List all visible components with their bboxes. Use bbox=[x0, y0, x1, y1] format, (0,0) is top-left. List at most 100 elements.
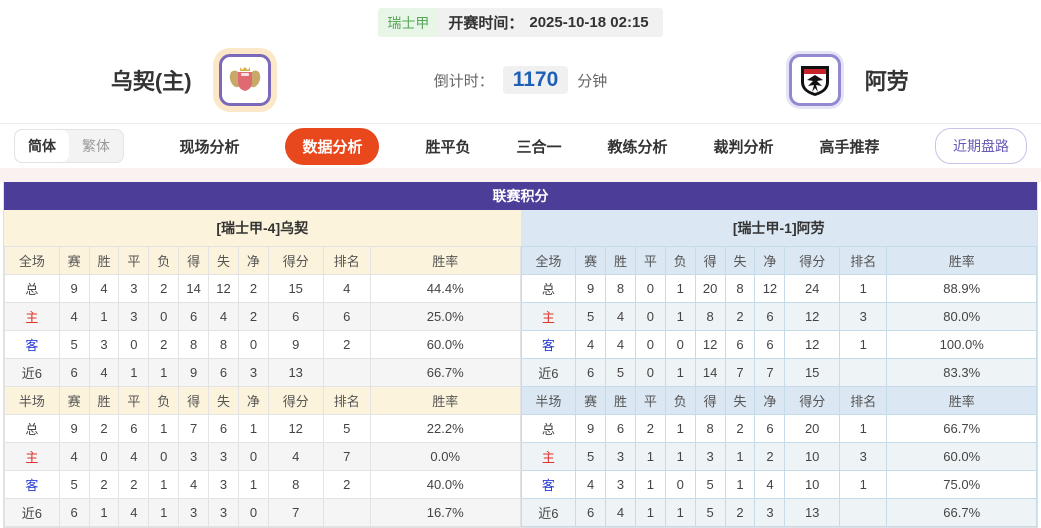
stat-cell: 1 bbox=[665, 415, 695, 443]
stat-cell: 0 bbox=[149, 303, 179, 331]
stat-cell: 5 bbox=[695, 499, 725, 527]
lang-simplified[interactable]: 简体 bbox=[15, 130, 69, 162]
row-label: 客 bbox=[5, 331, 60, 359]
stat-cell: 3 bbox=[119, 275, 149, 303]
league-points-section: 联赛积分 [瑞士甲-4]乌契 [瑞士甲-1]阿劳 全场赛胜平负得失净得分排名胜率… bbox=[3, 182, 1038, 528]
column-header: 净 bbox=[238, 387, 268, 415]
recent-trends-button[interactable]: 近期盘路 bbox=[935, 128, 1027, 164]
stat-cell: 1 bbox=[238, 415, 268, 443]
column-header: 负 bbox=[149, 247, 179, 275]
column-header: 赛 bbox=[59, 247, 89, 275]
language-toggle[interactable]: 简体 繁体 bbox=[14, 129, 124, 163]
stat-cell: 3 bbox=[695, 443, 725, 471]
column-header: 净 bbox=[755, 387, 785, 415]
stat-cell: 3 bbox=[755, 499, 785, 527]
stat-cell: 2 bbox=[89, 415, 119, 443]
stat-cell: 12 bbox=[785, 303, 840, 331]
stat-cell: 4 bbox=[209, 303, 239, 331]
stat-cell: 20 bbox=[695, 275, 725, 303]
stat-cell: 2 bbox=[238, 275, 268, 303]
stat-cell: 7 bbox=[268, 499, 323, 527]
column-header: 半场 bbox=[5, 387, 60, 415]
column-header: 平 bbox=[635, 247, 665, 275]
column-header: 负 bbox=[665, 387, 695, 415]
stat-cell: 1 bbox=[635, 471, 665, 499]
stat-cell: 2 bbox=[149, 331, 179, 359]
stat-cell: 4 bbox=[755, 471, 785, 499]
tab-expert-picks[interactable]: 高手推荐 bbox=[820, 136, 880, 157]
lang-traditional[interactable]: 繁体 bbox=[69, 130, 123, 162]
nav-links: 现场分析 数据分析 胜平负 三合一 教练分析 裁判分析 高手推荐 bbox=[124, 128, 935, 165]
row-label: 总 bbox=[521, 415, 576, 443]
stat-cell: 1 bbox=[840, 275, 887, 303]
tab-referee-analysis[interactable]: 裁判分析 bbox=[714, 136, 774, 157]
stat-cell: 3 bbox=[209, 471, 239, 499]
column-header: 失 bbox=[725, 247, 755, 275]
stat-cell: 0 bbox=[665, 331, 695, 359]
column-header: 胜 bbox=[89, 247, 119, 275]
stat-cell: 3 bbox=[606, 443, 636, 471]
row-label: 客 bbox=[521, 331, 576, 359]
stat-cell: 12 bbox=[695, 331, 725, 359]
column-header: 失 bbox=[209, 387, 239, 415]
stat-cell: 7 bbox=[323, 443, 370, 471]
stat-cell: 15 bbox=[268, 275, 323, 303]
column-header: 平 bbox=[119, 387, 149, 415]
tab-data-analysis[interactable]: 数据分析 bbox=[285, 128, 379, 165]
tab-win-draw-loss[interactable]: 胜平负 bbox=[425, 136, 470, 157]
tab-live-analysis[interactable]: 现场分析 bbox=[179, 136, 239, 157]
tab-coach-analysis[interactable]: 教练分析 bbox=[608, 136, 668, 157]
row-label: 总 bbox=[5, 415, 60, 443]
stat-cell: 1 bbox=[635, 443, 665, 471]
away-team-block: 阿劳 bbox=[651, 48, 1041, 112]
stat-cell: 1 bbox=[635, 499, 665, 527]
stat-cell: 6 bbox=[59, 359, 89, 387]
column-header: 赛 bbox=[576, 247, 606, 275]
countdown-unit: 分钟 bbox=[577, 70, 607, 91]
stat-cell: 1 bbox=[725, 471, 755, 499]
stat-cell: 5 bbox=[576, 443, 606, 471]
stat-cell: 6 bbox=[755, 331, 785, 359]
tab-three-in-one[interactable]: 三合一 bbox=[516, 136, 561, 157]
column-header: 得分 bbox=[268, 387, 323, 415]
stat-cell: 6 bbox=[209, 359, 239, 387]
column-header: 得 bbox=[179, 387, 209, 415]
column-header: 得分 bbox=[268, 247, 323, 275]
stat-cell: 12 bbox=[785, 331, 840, 359]
stat-cell: 1 bbox=[665, 499, 695, 527]
stat-cell: 4 bbox=[179, 471, 209, 499]
separator-band bbox=[0, 168, 1041, 182]
column-header: 平 bbox=[119, 247, 149, 275]
stat-cell: 1 bbox=[149, 415, 179, 443]
stat-cell: 0 bbox=[238, 443, 268, 471]
stat-cell: 2 bbox=[238, 303, 268, 331]
row-label: 主 bbox=[5, 303, 60, 331]
stat-cell: 2 bbox=[725, 303, 755, 331]
column-header: 胜率 bbox=[887, 387, 1037, 415]
column-header: 得分 bbox=[785, 387, 840, 415]
row-label: 主 bbox=[521, 303, 576, 331]
stat-cell: 14 bbox=[179, 275, 209, 303]
stat-cell bbox=[323, 359, 370, 387]
stat-cell: 1 bbox=[840, 471, 887, 499]
stat-cell: 9 bbox=[179, 359, 209, 387]
column-header: 胜率 bbox=[370, 387, 520, 415]
column-header: 全场 bbox=[5, 247, 60, 275]
stat-cell: 2 bbox=[323, 471, 370, 499]
league-badge[interactable]: 瑞士甲 bbox=[378, 8, 438, 37]
stat-cell: 9 bbox=[576, 275, 606, 303]
stat-cell: 0 bbox=[238, 499, 268, 527]
stat-cell: 4 bbox=[119, 499, 149, 527]
stat-cell: 1 bbox=[149, 359, 179, 387]
stat-cell: 1 bbox=[665, 303, 695, 331]
stat-cell: 1 bbox=[665, 275, 695, 303]
home-team-name: 乌契(主) bbox=[111, 64, 192, 96]
stat-cell: 0 bbox=[238, 331, 268, 359]
stat-cell: 83.3% bbox=[887, 359, 1037, 387]
